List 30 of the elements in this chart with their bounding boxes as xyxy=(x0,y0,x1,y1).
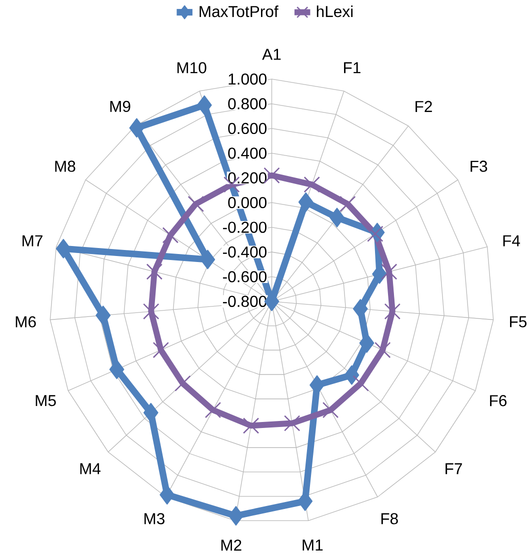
spoke-label: A1 xyxy=(262,48,281,60)
legend-label: MaxTotProf xyxy=(200,6,279,18)
y-tick-label: -0.600 xyxy=(223,271,267,282)
y-tick-label: 1.000 xyxy=(228,73,267,85)
spoke-label: F8 xyxy=(382,513,398,524)
y-tick-label: 0.200 xyxy=(228,172,267,184)
y-tick-label: 0.000 xyxy=(228,196,267,208)
spoke-label: F1 xyxy=(344,62,361,74)
spoke-label: M3 xyxy=(144,513,165,524)
y-tick-label: -0.200 xyxy=(223,222,267,233)
spoke-label: M1 xyxy=(302,540,323,551)
spoke-label: F7 xyxy=(446,463,462,474)
spoke-label: M4 xyxy=(80,463,101,474)
spoke-label: M7 xyxy=(22,235,43,246)
legend-label: hLexi xyxy=(317,6,353,18)
spoke-label: F5 xyxy=(510,316,527,328)
spoke-label: F6 xyxy=(490,395,507,406)
spoke-label: F4 xyxy=(504,235,520,246)
spoke-label: M9 xyxy=(110,100,130,112)
spoke-label: F3 xyxy=(470,160,488,172)
y-tick-label: 0.800 xyxy=(228,98,267,110)
y-tick-label: 0.400 xyxy=(228,148,267,159)
spoke-label: M8 xyxy=(55,160,76,172)
spoke-label: M2 xyxy=(222,540,242,551)
spoke-label: M6 xyxy=(16,316,36,328)
spoke-label: F2 xyxy=(416,100,432,112)
y-tick-label: 0.600 xyxy=(228,122,267,134)
y-tick-label: -0.400 xyxy=(223,246,267,258)
spoke-label: M5 xyxy=(36,395,56,406)
spoke-label: M10 xyxy=(178,62,207,74)
